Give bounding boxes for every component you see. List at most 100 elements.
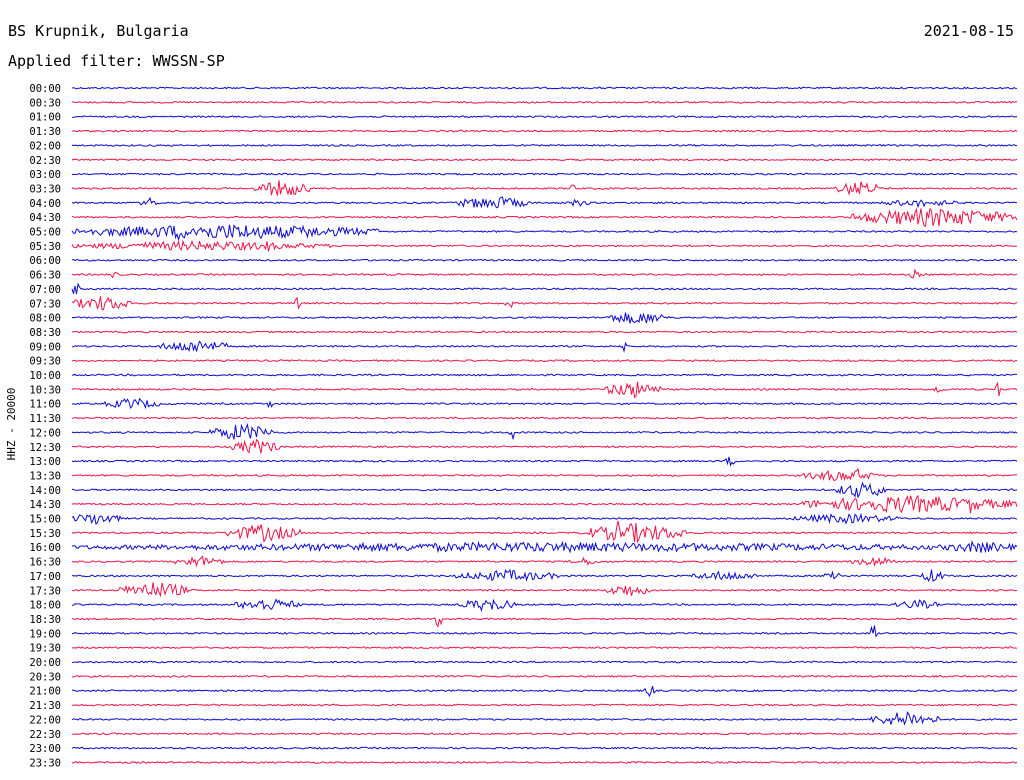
seismic-trace-2130: [71, 703, 1018, 707]
seismic-trace-1100: [71, 397, 1018, 410]
seismic-trace-1900: [71, 625, 1018, 638]
time-label: 23:00: [29, 743, 61, 755]
time-label: 07:30: [29, 298, 61, 310]
date-label: 2021-08-15: [923, 22, 1014, 40]
time-label: 16:00: [29, 542, 61, 554]
time-label: 21:30: [29, 700, 61, 712]
time-label: 13:30: [29, 470, 61, 482]
seismic-trace-1730: [71, 582, 1018, 598]
time-label: 01:00: [29, 112, 61, 124]
time-label: 22:00: [29, 714, 61, 726]
seismic-trace-0600: [71, 258, 1018, 262]
time-label: 06:30: [29, 270, 61, 282]
seismic-trace-1830: [72, 617, 1018, 628]
seismic-trace-0100: [71, 115, 1017, 119]
time-labels: 00:00 00:30 01:00 01:30 02:00 02:30 03:00 03:30…: [29, 83, 61, 769]
station-title: BS Krupnik, Bulgaria: [8, 22, 189, 40]
seismic-trace-1130: [71, 416, 1017, 420]
seismic-trace-0000: [71, 86, 1017, 90]
time-label: 16:30: [29, 557, 61, 569]
seismic-trace-0330: [71, 180, 1018, 196]
seismic-trace-0630: [71, 268, 1018, 279]
time-label: 00:30: [29, 97, 61, 109]
seismic-trace-0930: [71, 359, 1018, 363]
time-label: 10:00: [29, 370, 61, 382]
seismic-trace-1200: [71, 423, 1018, 441]
time-label: 05:30: [29, 241, 61, 253]
time-label: 15:30: [29, 528, 61, 540]
seismic-trace-0200: [71, 143, 1017, 147]
time-label: 08:00: [29, 313, 61, 325]
seismic-trace-0530: [71, 239, 1018, 252]
time-label: 20:00: [29, 657, 61, 669]
seismic-trace-2000: [71, 660, 1018, 664]
seismic-trace-0430: [71, 207, 1018, 228]
time-label: 03:00: [29, 169, 61, 181]
time-label: 18:30: [29, 614, 61, 626]
time-label: 17:00: [29, 571, 61, 583]
seismic-trace-0730: [71, 296, 1018, 311]
time-label: 19:30: [29, 643, 61, 655]
time-label: 14:00: [29, 485, 61, 497]
time-label: 23:30: [29, 757, 61, 769]
seismic-trace-1000: [71, 373, 1018, 377]
time-label: 12:30: [29, 442, 61, 454]
seismic-trace-2300: [71, 746, 1018, 750]
seismic-trace-1530: [71, 520, 1018, 544]
seismic-trace-1600: [71, 540, 1018, 554]
seismic-trace-2200: [71, 711, 1018, 726]
seismic-trace-0230: [71, 158, 1018, 162]
time-label: 15:00: [29, 514, 61, 526]
seismic-trace-0400: [71, 196, 1018, 209]
seismic-trace-1630: [71, 555, 1018, 568]
seismic-trace-1230: [71, 438, 1018, 454]
seismic-trace-1330: [71, 467, 1018, 482]
time-label: 20:30: [29, 671, 61, 683]
time-label: 05:00: [29, 227, 61, 239]
seismic-trace-1300: [71, 456, 1018, 467]
channel-label: HHZ - 20000: [5, 388, 18, 461]
time-label: 01:30: [29, 126, 61, 138]
seismic-trace-2100: [71, 685, 1018, 698]
seismic-trace-0700: [71, 282, 1018, 294]
seismic-trace-0900: [71, 340, 1018, 353]
time-label: 08:30: [29, 327, 61, 339]
seismic-trace-1030: [71, 381, 1018, 399]
filter-label: Applied filter: WWSSN-SP: [8, 52, 225, 70]
time-label: 19:00: [29, 628, 61, 640]
time-label: 00:00: [29, 83, 61, 95]
time-label: 10:30: [29, 384, 61, 396]
seismic-trace-0500: [71, 224, 1018, 242]
time-label: 12:00: [29, 427, 61, 439]
seismic-trace-0830: [71, 330, 1018, 334]
time-label: 04:00: [29, 198, 61, 210]
seismic-trace-2030: [71, 674, 1018, 678]
time-label: 09:00: [29, 341, 61, 353]
time-label: 17:30: [29, 585, 61, 597]
seismic-trace-2330: [71, 761, 1018, 764]
time-label: 11:30: [29, 413, 61, 425]
time-label: 21:00: [29, 686, 61, 698]
seismic-trace-1500: [71, 512, 1018, 525]
seismic-traces: [71, 86, 1018, 764]
time-label: 18:00: [29, 600, 61, 612]
seismic-trace-1430: [72, 494, 1018, 514]
seismic-trace-0030: [71, 100, 1018, 104]
seismic-trace-0300: [71, 172, 1018, 176]
time-label: 06:00: [29, 255, 61, 267]
seismic-trace-2230: [71, 732, 1018, 736]
time-label: 09:30: [29, 356, 61, 368]
seismic-trace-1930: [71, 646, 1018, 650]
time-label: 04:30: [29, 212, 61, 224]
time-label: 13:00: [29, 456, 61, 468]
seismic-trace-1800: [72, 598, 1018, 613]
seismic-trace-1400: [71, 481, 1018, 499]
time-label: 14:30: [29, 499, 61, 511]
time-label: 03:30: [29, 183, 61, 195]
seismic-trace-0130: [71, 129, 1018, 133]
time-label: 02:30: [29, 155, 61, 167]
seismic-trace-0800: [71, 312, 1018, 324]
seismic-trace-1700: [71, 568, 1018, 583]
time-label: 07:00: [29, 284, 61, 296]
